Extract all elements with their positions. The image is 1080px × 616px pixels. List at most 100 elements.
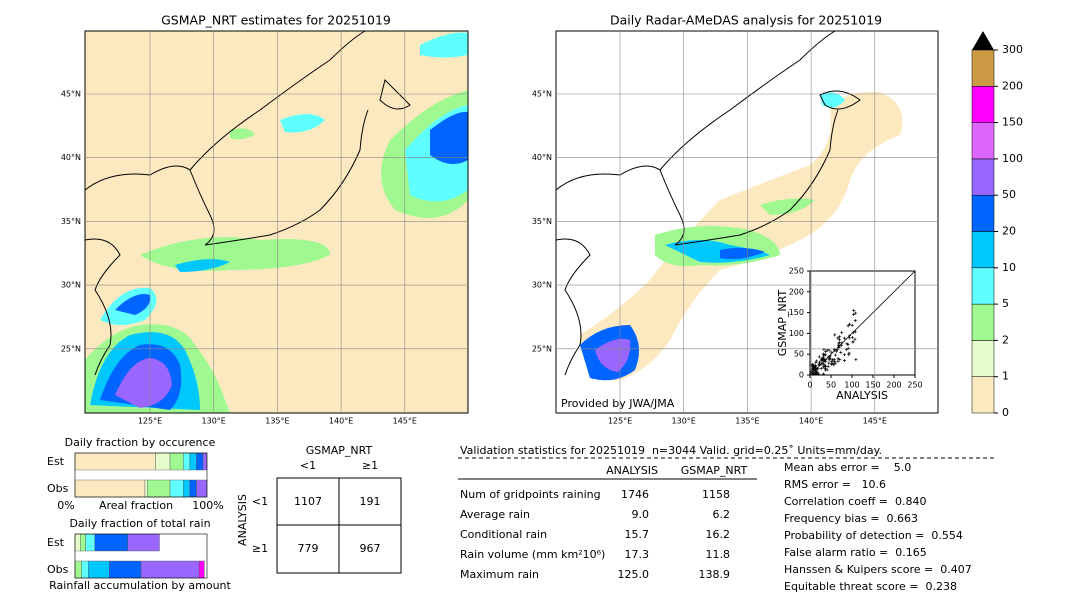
cross xyxy=(829,350,833,354)
cross xyxy=(827,356,831,360)
rain-field xyxy=(580,91,903,381)
cross xyxy=(831,358,835,362)
cross xyxy=(825,368,829,372)
credit: Provided by JWA/JMA xyxy=(561,397,675,410)
fraction-segment xyxy=(169,479,184,498)
colorbar-label: 50 xyxy=(1002,188,1016,201)
x-tick-label: 200 xyxy=(886,381,901,390)
x-tick-label: 150 xyxy=(865,381,880,390)
cross xyxy=(817,363,821,367)
cross xyxy=(817,355,821,359)
y-tick-label: 0 xyxy=(799,371,804,380)
fraction-segment xyxy=(183,479,191,498)
stat-label: Average rain xyxy=(460,508,530,521)
fraction-segment xyxy=(74,533,81,552)
fraction-segment xyxy=(140,560,200,579)
lat-label: 40°N xyxy=(61,153,81,162)
cross xyxy=(824,353,828,357)
fraction-segment xyxy=(87,560,110,579)
fraction-segment xyxy=(74,560,82,579)
cross xyxy=(852,308,856,312)
cross xyxy=(833,362,837,366)
lon-label: 135°E xyxy=(265,417,289,426)
fraction-segment xyxy=(169,452,184,471)
cross xyxy=(815,359,819,363)
lat-label: 40°N xyxy=(532,153,552,162)
y-tick-label: 250 xyxy=(789,267,804,276)
coastline xyxy=(84,30,411,376)
cross xyxy=(853,337,857,341)
fraction-segment xyxy=(127,533,160,552)
cross xyxy=(816,367,820,371)
fraction-segment xyxy=(80,533,86,552)
stat-value: 15.7 xyxy=(625,528,650,541)
axis-label: 0% xyxy=(57,499,74,512)
cross xyxy=(847,351,851,355)
score: Equitable threat score = 0.238 xyxy=(784,580,957,593)
score: Correlation coeff = 0.840 xyxy=(784,495,926,508)
lon-label: 145°E xyxy=(393,417,417,426)
panel-title: Daily fraction of total rain xyxy=(69,517,210,530)
colorbar-label: 100 xyxy=(1002,152,1023,165)
colorbar-segment xyxy=(971,267,995,305)
fraction-segment xyxy=(183,452,191,471)
score: Frequency bias = 0.663 xyxy=(784,512,918,525)
cross xyxy=(840,341,844,345)
cross xyxy=(851,331,855,335)
lat-label: 25°N xyxy=(532,344,552,353)
lat-label: 45°N xyxy=(61,90,81,99)
cross xyxy=(828,354,832,358)
row-label: Obs xyxy=(47,482,69,495)
stat-value: 6.2 xyxy=(713,508,731,521)
cross xyxy=(833,353,837,357)
cross xyxy=(833,348,837,352)
cross xyxy=(814,360,818,364)
cross xyxy=(822,352,826,356)
cell: 967 xyxy=(360,542,381,555)
cross xyxy=(853,330,857,334)
lat-label: 30°N xyxy=(532,281,552,290)
cross xyxy=(836,336,840,340)
cross xyxy=(847,322,851,326)
cross xyxy=(830,360,834,364)
colorbar-segment xyxy=(971,376,995,414)
axis-label: Rainfall accumulation by amount xyxy=(49,579,231,592)
panel-frame xyxy=(74,533,208,579)
row-label: ≥1 xyxy=(252,542,268,555)
row-label: Est xyxy=(47,536,65,549)
lat-label: 35°N xyxy=(61,217,81,226)
cross xyxy=(827,361,831,365)
map-title: GSMAP_NRT estimates for 20251019 xyxy=(161,13,391,28)
fraction-segment xyxy=(155,452,171,471)
lon-label: 130°E xyxy=(202,417,226,426)
colorbar-segment xyxy=(971,340,995,377)
cross xyxy=(853,319,857,323)
inset-frame xyxy=(809,270,916,376)
axis-label: 100% xyxy=(192,499,223,512)
colorbar-label: 2 xyxy=(1002,333,1009,346)
colorbar-label: 5 xyxy=(1002,297,1009,310)
cross xyxy=(852,312,856,316)
cross xyxy=(827,355,831,359)
cross xyxy=(851,340,855,344)
lon-label: 145°E xyxy=(863,417,887,426)
colorbar-segment xyxy=(971,158,995,196)
x-tick-label: 250 xyxy=(907,381,922,390)
lat-label: 30°N xyxy=(61,281,81,290)
cross xyxy=(839,343,843,347)
fraction-segment xyxy=(198,560,205,579)
cross xyxy=(839,350,843,354)
cell: 1107 xyxy=(294,495,322,508)
stat-label: Num of gridpoints raining xyxy=(460,488,601,501)
cross xyxy=(823,367,827,371)
cross xyxy=(833,333,837,337)
lon-label: 125°E xyxy=(608,417,632,426)
cross xyxy=(822,347,826,351)
rain-field xyxy=(85,32,468,413)
y-tick-label: 50 xyxy=(794,350,804,359)
lat-label: 45°N xyxy=(532,90,552,99)
cross xyxy=(854,358,858,362)
axis-label: Areal fraction xyxy=(99,499,173,512)
map-title: Daily Radar-AMeDAS analysis for 20251019 xyxy=(610,13,882,28)
